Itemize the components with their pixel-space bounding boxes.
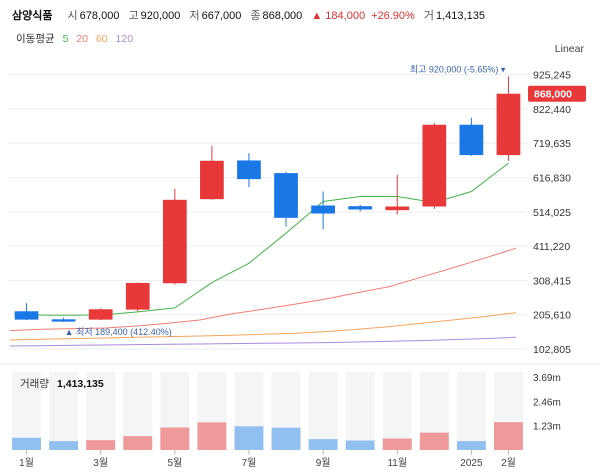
y-tick-label: 822,440 (533, 104, 571, 116)
candle-body (162, 199, 187, 284)
high-value: 920,000 (140, 10, 181, 22)
candle-body (348, 206, 373, 210)
volume-bar (86, 440, 116, 450)
open-value: 678,000 (79, 10, 120, 22)
stock-summary-header: 삼양식품 시 678,000 고 920,000 저 667,000 종 868,000… (12, 7, 491, 23)
volume-title-value: 1,413,135 (57, 378, 104, 390)
stock-name[interactable]: 삼양식품 (12, 10, 53, 22)
x-tick-label: 5월 (167, 457, 182, 469)
volume-bar (456, 441, 486, 450)
volume-bar (123, 436, 153, 450)
volume-tick-label: 2.46m (533, 397, 561, 408)
moving-average-legend[interactable]: 이동평균 5 20 60 120 (16, 31, 138, 46)
y-tick-label: 925,245 (533, 70, 571, 82)
candle-body (51, 319, 76, 322)
x-tick-label: 1월 (19, 457, 34, 469)
volume-bar (12, 437, 41, 450)
volume-bg (382, 372, 412, 450)
low-label: 저 (189, 10, 200, 22)
volume-bg (308, 372, 338, 450)
x-tick-label: 7월 (242, 457, 257, 469)
x-tick-label: 2월 (501, 457, 516, 469)
close-label: 종 (250, 10, 261, 22)
volume-bg (345, 372, 375, 450)
volume-bar (197, 422, 227, 450)
y-tick-label: 719,635 (533, 138, 571, 150)
volume-bar (234, 426, 264, 450)
ma-label: 이동평균 (16, 33, 55, 45)
volume-bar (49, 441, 79, 450)
candle-body (274, 173, 298, 218)
x-tick-label: 3월 (93, 457, 108, 469)
ma20-line (9, 247, 517, 332)
candle-body (200, 160, 224, 200)
x-tick-label: 11월 (387, 457, 407, 469)
ma-60-label: 60 (95, 33, 108, 45)
low-value: 667,000 (201, 10, 242, 22)
candle-body (496, 93, 521, 156)
y-tick-label: 616,830 (533, 173, 571, 185)
candle-body (237, 160, 261, 180)
high-label: 고 (128, 10, 139, 22)
y-tick-label: 102,805 (533, 344, 571, 356)
volume-tick-label: 1.23m (533, 422, 561, 433)
volume-value: 1,413,135 (436, 10, 485, 22)
volume-bg (86, 372, 116, 450)
candle-body (422, 124, 447, 207)
volume-title: 거래량 (20, 378, 49, 390)
open-label: 시 (67, 10, 78, 22)
volume-label: 거 (423, 10, 434, 22)
y-tick-label: 411,220 (533, 241, 570, 253)
ma60-line (9, 312, 517, 341)
volume-bar (308, 439, 338, 450)
close-value: 868,000 (262, 10, 303, 22)
current-price-label: 868,000 (534, 89, 572, 101)
candle-body (311, 205, 335, 214)
change-percent: +26.90% (371, 10, 415, 22)
low-annotation: ▲ 최저 189,400 (412.40%) (65, 327, 172, 337)
ma120-line (9, 336, 517, 347)
y-tick-label: 205,610 (533, 310, 571, 322)
ma-5-label: 5 (62, 33, 69, 45)
candle-body (125, 282, 150, 310)
high-annotation: 최고 920,000 (-5.65%) ▾ (410, 64, 506, 74)
volume-bg (12, 372, 41, 450)
volume-bar (419, 432, 449, 450)
change-value: ▲ 184,000 (311, 10, 366, 22)
ma-20-label: 20 (76, 33, 89, 45)
volume-tick-label: 3.69m (533, 373, 561, 384)
candle-body (459, 124, 484, 156)
candle-body (385, 206, 410, 211)
candle-body (88, 309, 113, 320)
candle-body (14, 311, 39, 320)
current-price-tag (528, 85, 586, 102)
y-tick-label: 514,025 (533, 207, 571, 219)
x-tick-label: 2025 (460, 458, 483, 469)
y-tick-label: 308,415 (533, 275, 571, 287)
volume-bar (160, 427, 190, 450)
volume-bg (456, 372, 486, 450)
volume-bar (271, 427, 301, 450)
ma-120-label: 120 (115, 33, 134, 45)
volume-bg (49, 372, 79, 450)
scale-mode-toggle[interactable]: Linear (554, 43, 584, 55)
volume-bar (382, 438, 412, 450)
volume-bar (494, 422, 523, 450)
volume-bar (345, 440, 375, 450)
x-tick-label: 9월 (316, 457, 331, 469)
